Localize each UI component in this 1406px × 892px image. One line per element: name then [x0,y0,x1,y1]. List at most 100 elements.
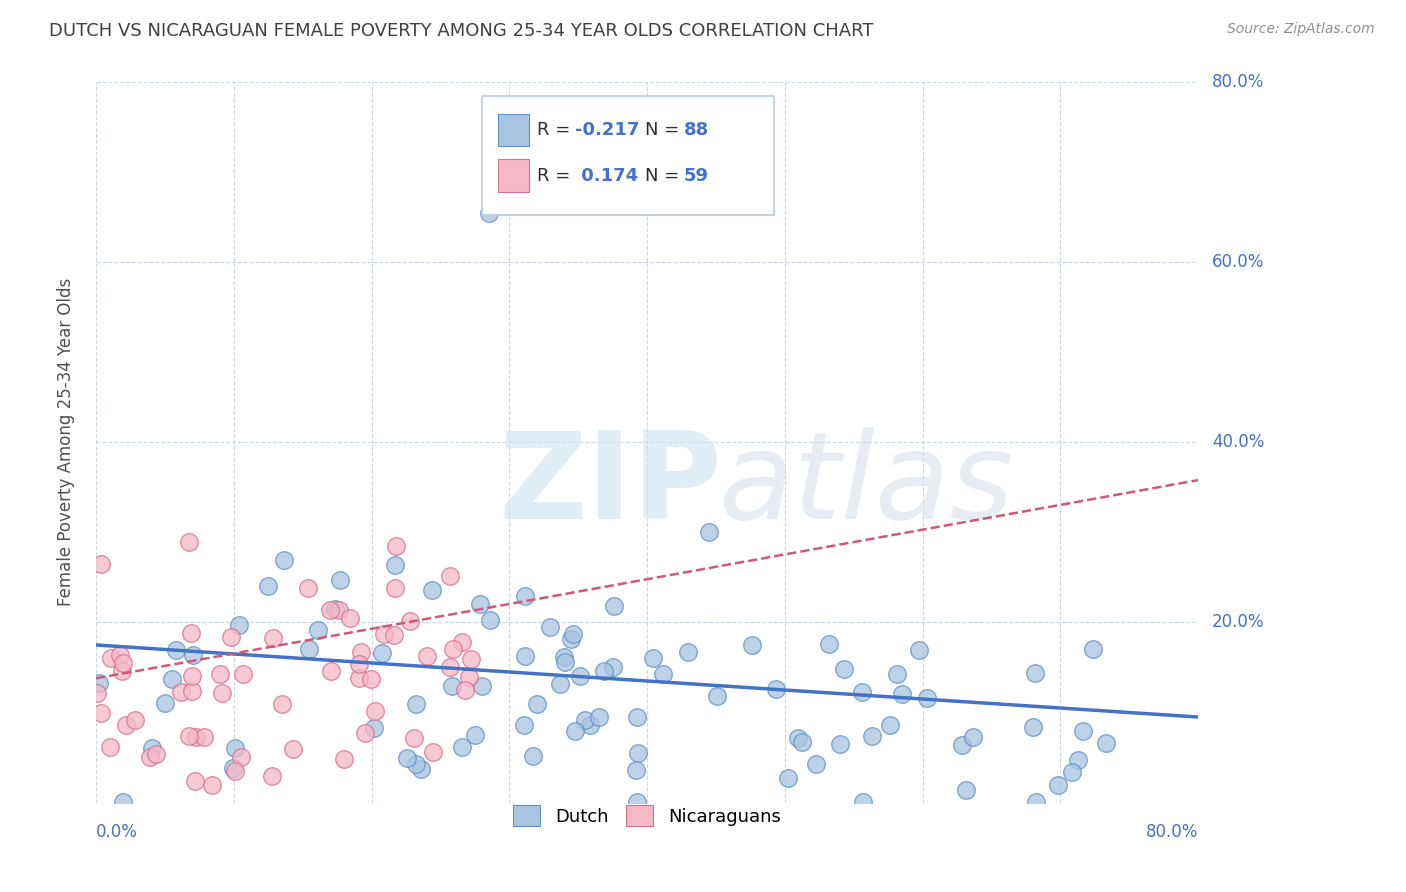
Point [564,724,586,739]
Point [141,741,163,756]
Point [155,696,177,710]
Text: 60.0%: 60.0% [1212,253,1264,271]
Text: R =: R = [537,121,576,139]
Point [124,713,146,727]
Point [87,675,110,690]
Point [512,718,534,732]
Point [1047,778,1070,792]
Point [553,650,575,665]
Point [184,730,207,744]
Point [363,721,385,735]
Point [145,747,167,761]
Point [1081,642,1104,657]
Text: 59: 59 [683,167,709,185]
Text: ZIP: ZIP [498,427,723,544]
Point [319,603,342,617]
Y-axis label: Female Poverty Among 25-34 Year Olds: Female Poverty Among 25-34 Year Olds [58,278,75,607]
Text: N =: N = [645,167,685,185]
Point [112,656,135,670]
Text: 40.0%: 40.0% [1212,434,1264,451]
Point [908,643,931,657]
Point [112,795,135,809]
Point [405,757,427,772]
Point [281,742,304,756]
Text: R =: R = [537,167,576,185]
Point [451,635,474,649]
Point [405,698,427,712]
Point [416,648,439,663]
Point [90,558,112,572]
Point [626,710,648,724]
Point [183,773,205,788]
Point [440,679,463,693]
Point [652,666,675,681]
Text: N =: N = [645,121,685,139]
Point [298,642,321,657]
Point [955,783,977,797]
Point [90,706,112,720]
Point [574,713,596,727]
Point [139,750,162,764]
Point [804,756,827,771]
Point [588,710,610,724]
Point [515,648,537,663]
Point [420,582,443,597]
Legend: Dutch, Nicaraguans: Dutch, Nicaraguans [506,798,787,833]
Text: atlas: atlas [718,427,1014,544]
Point [787,731,810,745]
Point [328,603,350,617]
Point [741,638,763,652]
Point [1095,736,1118,750]
Point [384,581,406,595]
Point [515,589,537,603]
Point [350,645,373,659]
Point [592,664,614,678]
Text: 80.0%: 80.0% [1146,823,1198,841]
Point [441,641,464,656]
Point [471,679,494,693]
Point [180,625,202,640]
Point [464,728,486,742]
Point [950,738,973,752]
Point [603,599,626,614]
Point [776,772,799,786]
Point [165,643,187,657]
Point [538,620,561,634]
Point [439,569,461,583]
Point [450,740,472,755]
Point [111,664,134,678]
Point [962,731,984,745]
Point [818,637,841,651]
Point [339,611,361,625]
Point [181,683,204,698]
FancyBboxPatch shape [498,160,529,192]
Text: 0.174: 0.174 [575,167,638,185]
Text: -0.217: -0.217 [575,121,640,139]
Text: Source: ZipAtlas.com: Source: ZipAtlas.com [1227,22,1375,37]
FancyBboxPatch shape [498,114,529,146]
Point [353,726,375,740]
Point [602,659,624,673]
Point [626,795,648,809]
Point [180,669,202,683]
Point [879,718,901,732]
Point [221,761,243,775]
Point [569,669,592,683]
Point [790,735,813,749]
Point [262,632,284,646]
Point [1067,753,1090,767]
Point [177,535,200,549]
Point [886,666,908,681]
Point [526,697,548,711]
Point [382,628,405,642]
Point [364,704,387,718]
Point [676,645,699,659]
Point [257,579,280,593]
Point [211,686,233,700]
Point [229,749,252,764]
Point [832,662,855,676]
Point [98,739,121,754]
Point [181,648,204,662]
Point [554,655,576,669]
Point [1021,720,1043,734]
